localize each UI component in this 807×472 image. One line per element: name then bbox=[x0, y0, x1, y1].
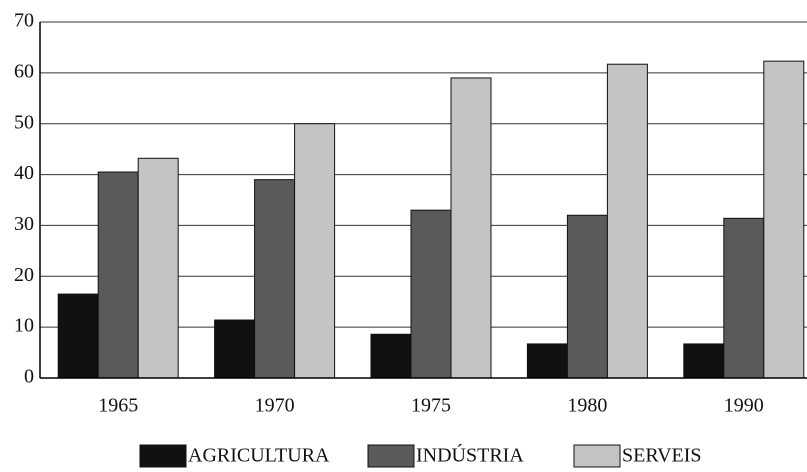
legend-label: AGRICULTURA bbox=[188, 445, 330, 467]
y-tick-label: 30 bbox=[14, 213, 34, 235]
x-tick-label: 1970 bbox=[255, 395, 295, 417]
y-tick-label: 50 bbox=[14, 111, 34, 133]
bar bbox=[683, 343, 725, 379]
bar bbox=[526, 343, 568, 379]
x-tick-label: 1980 bbox=[567, 395, 607, 417]
y-tick-label: 0 bbox=[24, 366, 34, 388]
legend-swatch bbox=[573, 444, 621, 468]
x-tick-label: 1965 bbox=[98, 395, 138, 417]
bar bbox=[370, 333, 412, 379]
bar bbox=[137, 157, 179, 379]
bar bbox=[294, 123, 336, 379]
bar bbox=[254, 179, 296, 379]
legend-swatch bbox=[139, 444, 187, 468]
y-tick-label: 40 bbox=[14, 162, 34, 184]
bar bbox=[763, 60, 805, 379]
bar bbox=[606, 63, 648, 379]
legend-label: SERVEIS bbox=[622, 445, 702, 467]
bar bbox=[57, 293, 99, 379]
x-tick-label: 1990 bbox=[724, 395, 764, 417]
y-tick-label: 10 bbox=[14, 315, 34, 337]
bar bbox=[214, 319, 256, 379]
legend-label: INDÚSTRIA bbox=[416, 443, 524, 467]
legend-swatch bbox=[367, 444, 415, 468]
bar bbox=[97, 171, 139, 379]
bar bbox=[410, 209, 452, 379]
bar bbox=[450, 77, 492, 379]
y-tick-label: 20 bbox=[14, 264, 34, 286]
y-tick-label: 60 bbox=[14, 60, 34, 82]
bar bbox=[723, 217, 765, 379]
x-tick-label: 1975 bbox=[411, 395, 451, 417]
bar bbox=[566, 214, 608, 379]
y-tick-label: 70 bbox=[14, 10, 34, 32]
